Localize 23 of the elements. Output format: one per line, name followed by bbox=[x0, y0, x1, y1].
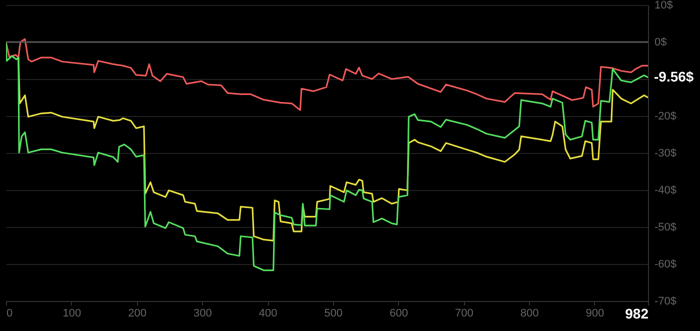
x-tick-label: 200 bbox=[128, 308, 146, 320]
line-series bbox=[6, 41, 648, 272]
x-tick-label: 300 bbox=[193, 308, 212, 320]
line-series bbox=[18, 56, 648, 242]
x-tick-label: 900 bbox=[586, 308, 604, 320]
x-tick-label: 600 bbox=[390, 308, 408, 320]
y-tick-label: 0$ bbox=[654, 36, 667, 48]
y-tick-label: -70$ bbox=[654, 296, 677, 308]
y-tick-label: -50$ bbox=[654, 222, 677, 234]
x-tick-label: 982 bbox=[625, 306, 649, 322]
x-tick-label: 800 bbox=[520, 308, 539, 320]
x-tick-label: 500 bbox=[324, 308, 343, 320]
x-tick-label: 100 bbox=[62, 308, 82, 320]
x-tick-label: 400 bbox=[258, 308, 278, 320]
y-tick-label: -20$ bbox=[654, 110, 677, 122]
y-tick-label: -30$ bbox=[654, 148, 677, 160]
y-tick-label: -60$ bbox=[654, 258, 677, 270]
x-tick-label: 700 bbox=[454, 308, 474, 320]
line-series bbox=[6, 38, 648, 111]
y-tick-label: 10$ bbox=[654, 0, 673, 12]
x-tick-label: 0 bbox=[6, 308, 13, 320]
annotation: -9.56$ bbox=[654, 68, 694, 84]
y-tick-label: -40$ bbox=[654, 184, 677, 196]
